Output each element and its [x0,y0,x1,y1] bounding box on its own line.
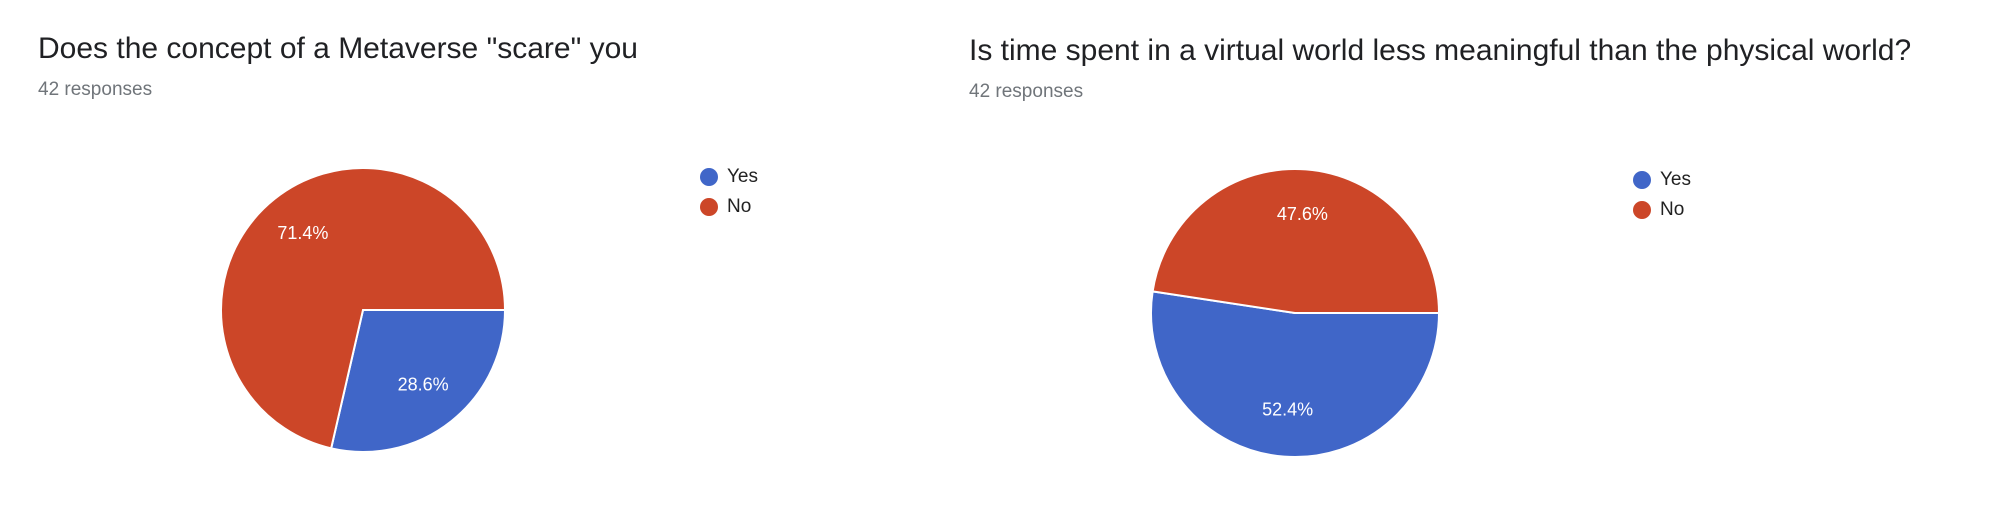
chart-title: Does the concept of a Metaverse "scare" … [38,32,638,65]
subtitle: 42 responses [969,81,1083,102]
pie-slice [1150,290,1441,458]
legend-swatch [700,168,718,186]
legend-label: No [727,196,751,217]
legend-label: Yes [727,166,758,187]
subtitle: 42 responses [38,79,152,100]
chart-title: Is time spent in a virtual world less me… [969,34,1911,67]
slice-label: 47.6% [1277,204,1328,224]
legend-label: No [1660,199,1684,220]
pie-slice [329,309,507,453]
pie-slice [1151,167,1441,314]
legend-swatch [1633,201,1651,219]
legend-swatch [700,198,718,216]
slice-label: 71.4% [277,223,328,243]
pie-slice [220,167,507,450]
slice-label: 28.6% [398,374,449,394]
legend-label: Yes [1660,169,1691,190]
legend-swatch [1633,171,1651,189]
slice-label: 52.4% [1262,399,1313,419]
